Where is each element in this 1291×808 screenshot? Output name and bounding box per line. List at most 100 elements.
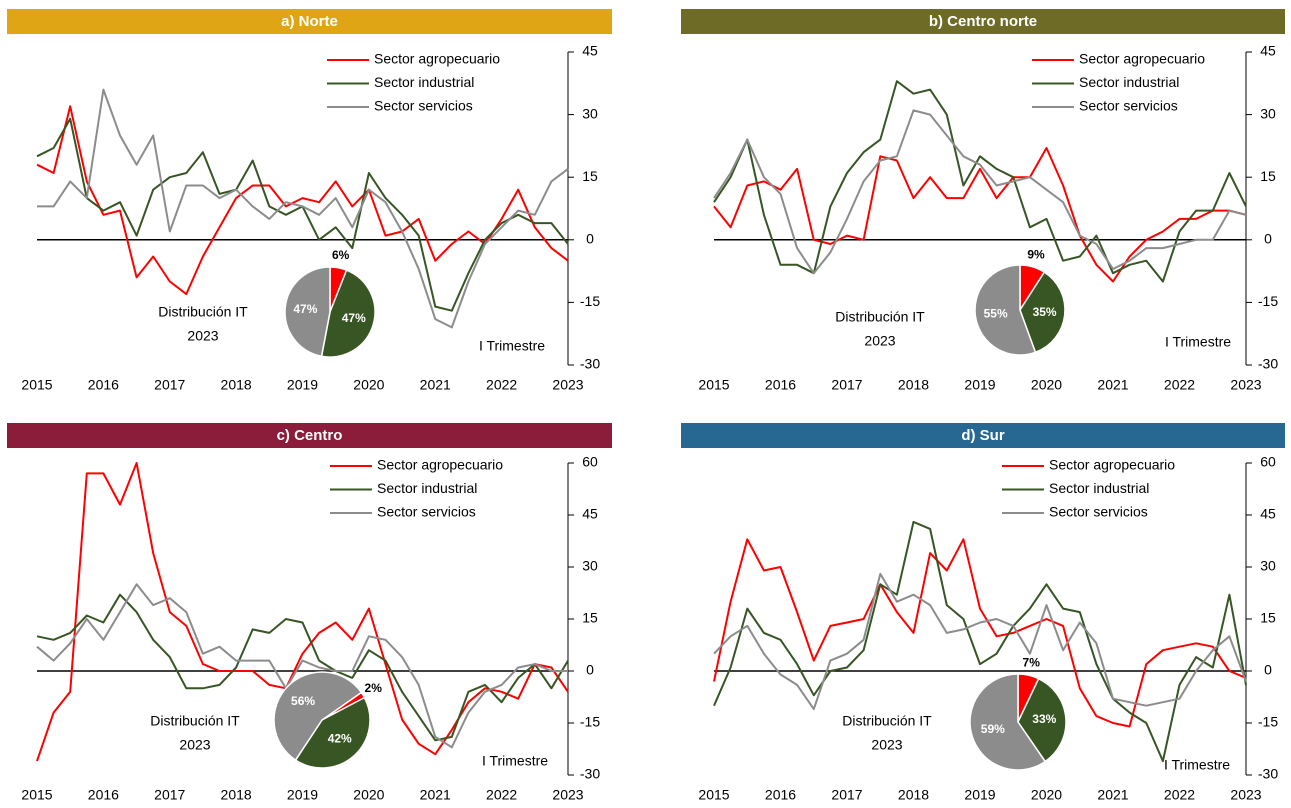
y-tick-label: 45 bbox=[1260, 43, 1276, 59]
pie-slice bbox=[974, 264, 1037, 356]
panel-header bbox=[7, 9, 612, 34]
panel-title: b) Centro norte bbox=[929, 13, 1037, 30]
x-tick-label: 2019 bbox=[964, 377, 995, 393]
panel-title: a) Norte bbox=[281, 13, 338, 30]
panel-header bbox=[681, 9, 1285, 34]
x-tick-label: 2015 bbox=[698, 787, 729, 803]
y-tick-label: 45 bbox=[1260, 506, 1276, 522]
x-tick-label: 2016 bbox=[765, 787, 796, 803]
series-line bbox=[36, 462, 569, 762]
pie-slice bbox=[294, 696, 371, 769]
y-tick-label: 30 bbox=[1260, 105, 1276, 121]
pie-label: 6% bbox=[332, 248, 350, 262]
legend-label: Sector agropecuario bbox=[1079, 51, 1205, 67]
y-tick-label: -15 bbox=[580, 714, 600, 730]
y-tick-label: 60 bbox=[1260, 454, 1276, 470]
x-tick-label: 2022 bbox=[1164, 787, 1195, 803]
pie-label: 9% bbox=[1027, 247, 1045, 261]
pie-label: 47% bbox=[293, 302, 317, 316]
x-tick-label: 2017 bbox=[154, 377, 185, 393]
y-tick-label: 15 bbox=[1260, 168, 1276, 184]
x-tick-label: 2017 bbox=[154, 787, 185, 803]
series-line bbox=[36, 105, 569, 296]
y-tick-label: -15 bbox=[1258, 714, 1278, 730]
series-line bbox=[36, 583, 568, 749]
pie-slice bbox=[284, 266, 331, 358]
series-line bbox=[713, 572, 1247, 711]
x-tick-label: 2017 bbox=[831, 377, 862, 393]
x-tick-label: 2016 bbox=[765, 377, 796, 393]
x-tick-label: 2015 bbox=[21, 377, 52, 393]
pie-label: 56% bbox=[291, 694, 315, 708]
x-tick-label: 2021 bbox=[1097, 377, 1128, 393]
pie-title: 2023 bbox=[864, 333, 895, 349]
x-tick-label: 2019 bbox=[287, 787, 318, 803]
x-tick-label: 2022 bbox=[486, 787, 517, 803]
x-tick-label: 2021 bbox=[420, 787, 451, 803]
x-tick-label: 2015 bbox=[698, 377, 729, 393]
annotation: I Trimestre bbox=[1165, 334, 1231, 350]
pie-label: 55% bbox=[984, 306, 1008, 320]
x-tick-label: 2017 bbox=[831, 787, 862, 803]
legend-label: Sector servicios bbox=[1049, 504, 1148, 520]
x-tick-label: 2019 bbox=[964, 787, 995, 803]
x-tick-label: 2022 bbox=[486, 377, 517, 393]
y-tick-label: -30 bbox=[580, 766, 600, 782]
legend-label: Sector industrial bbox=[1049, 480, 1149, 496]
x-tick-label: 2019 bbox=[287, 377, 318, 393]
series-line bbox=[713, 520, 1247, 763]
pie-title: Distribución IT bbox=[842, 713, 932, 729]
x-tick-label: 2018 bbox=[898, 377, 929, 393]
panel-header bbox=[681, 423, 1285, 448]
pie-title: Distribución IT bbox=[835, 309, 925, 325]
annotation: I Trimestre bbox=[1164, 757, 1230, 773]
y-tick-label: 30 bbox=[582, 105, 598, 121]
legend-label: Sector agropecuario bbox=[377, 457, 503, 473]
legend-label: Sector industrial bbox=[374, 74, 474, 90]
y-tick-label: 30 bbox=[1260, 558, 1276, 574]
x-tick-label: 2018 bbox=[221, 787, 252, 803]
pie-label: 59% bbox=[981, 722, 1005, 736]
legend-label: Sector servicios bbox=[377, 504, 476, 520]
y-tick-label: -15 bbox=[1258, 293, 1278, 309]
y-tick-label: 15 bbox=[1260, 610, 1276, 626]
legend-label: Sector agropecuario bbox=[374, 51, 500, 67]
y-tick-label: -30 bbox=[580, 356, 600, 372]
pie-slice bbox=[1019, 271, 1066, 354]
y-tick-label: -30 bbox=[1258, 766, 1278, 782]
pie-label: 33% bbox=[1032, 712, 1056, 726]
y-tick-label: 60 bbox=[582, 454, 598, 470]
pie-label: 47% bbox=[342, 311, 366, 325]
pie-label: 7% bbox=[1023, 656, 1041, 670]
annotation: I Trimestre bbox=[479, 338, 545, 354]
y-tick-label: 15 bbox=[582, 610, 598, 626]
x-tick-label: 2020 bbox=[1031, 377, 1062, 393]
series-line bbox=[37, 88, 569, 329]
pie-label: 42% bbox=[328, 732, 352, 746]
x-tick-label: 2023 bbox=[1230, 787, 1261, 803]
x-tick-label: 2020 bbox=[353, 377, 384, 393]
x-tick-label: 2021 bbox=[420, 377, 451, 393]
legend-label: Sector industrial bbox=[377, 480, 477, 496]
pie-title: Distribución IT bbox=[150, 713, 240, 729]
y-tick-label: 30 bbox=[582, 558, 598, 574]
legend-label: Sector servicios bbox=[1079, 98, 1178, 114]
y-tick-label: 15 bbox=[582, 168, 598, 184]
annotation: I Trimestre bbox=[482, 753, 548, 769]
x-tick-label: 2018 bbox=[221, 377, 252, 393]
pie-title: 2023 bbox=[187, 328, 218, 344]
x-tick-label: 2016 bbox=[88, 787, 119, 803]
y-tick-label: 45 bbox=[582, 43, 598, 59]
x-tick-label: 2023 bbox=[552, 377, 583, 393]
pie-slice bbox=[273, 671, 363, 762]
y-tick-label: 0 bbox=[586, 231, 594, 247]
panel-header bbox=[7, 423, 612, 448]
pie-title: Distribución IT bbox=[158, 304, 248, 320]
legend-label: Sector servicios bbox=[374, 98, 473, 114]
series-line bbox=[713, 147, 1247, 283]
y-tick-label: 0 bbox=[1264, 662, 1272, 678]
y-tick-label: 0 bbox=[586, 662, 594, 678]
legend-label: Sector industrial bbox=[1079, 74, 1179, 90]
legend-label: Sector agropecuario bbox=[1049, 457, 1175, 473]
